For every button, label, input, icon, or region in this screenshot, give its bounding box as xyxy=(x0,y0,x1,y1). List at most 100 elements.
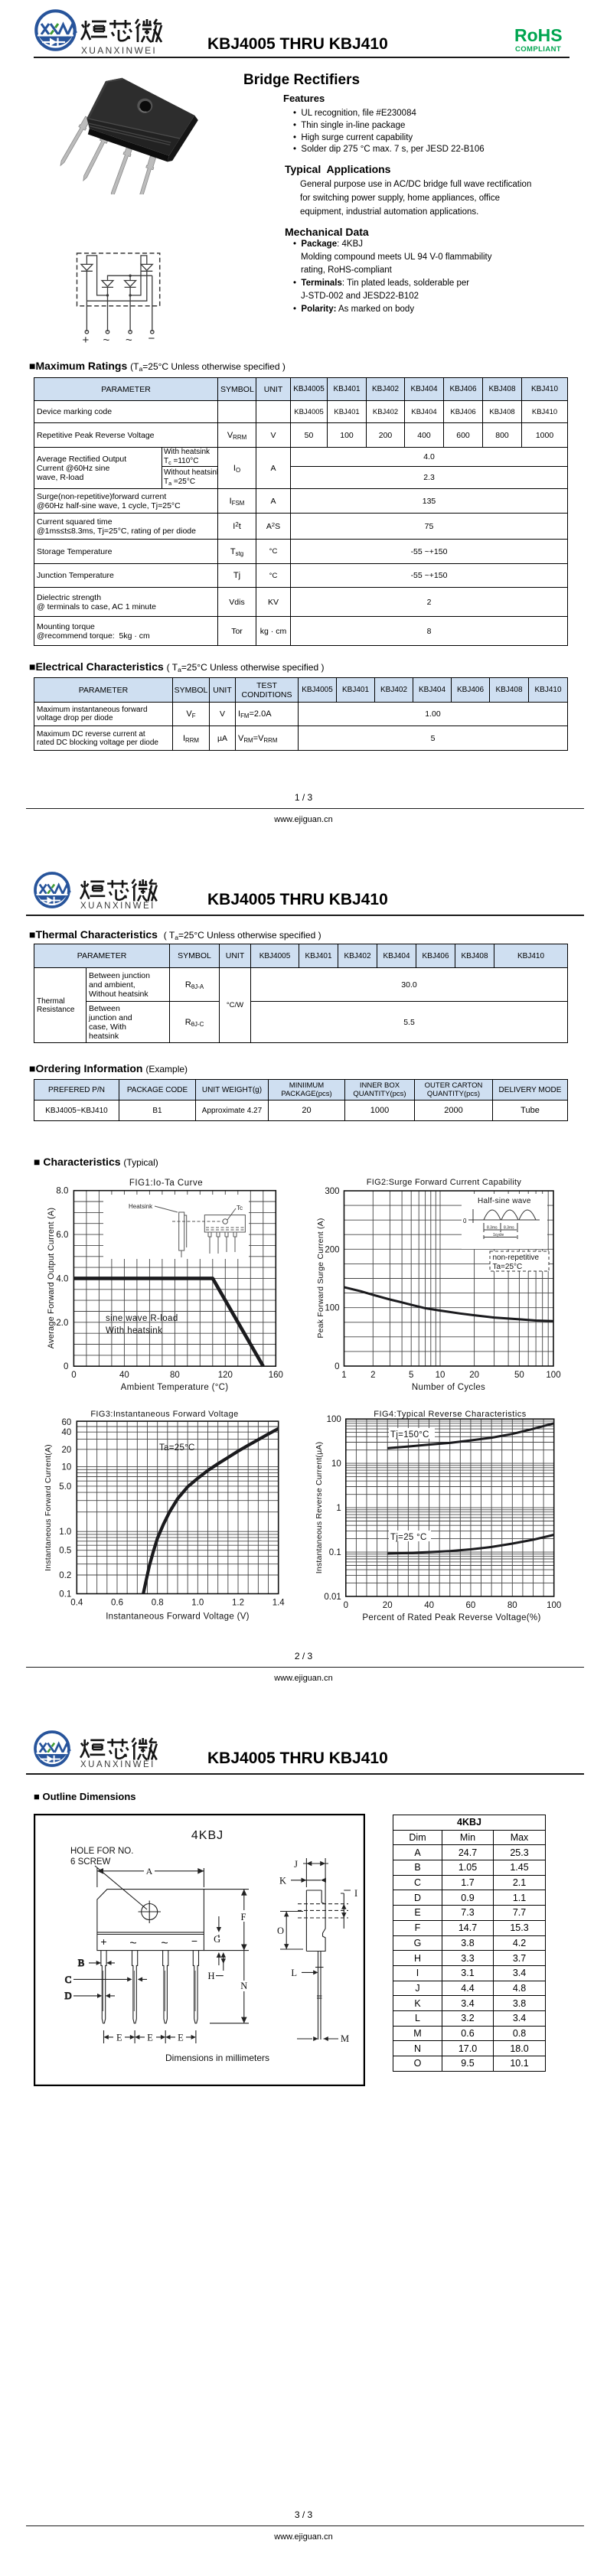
svg-text:~: ~ xyxy=(126,334,132,347)
svg-text:20: 20 xyxy=(469,1371,479,1380)
svg-text:N: N xyxy=(240,1981,247,1991)
svg-text:10: 10 xyxy=(331,1459,341,1469)
svg-text:0.1: 0.1 xyxy=(329,1548,341,1557)
svg-text:Instantaneous Forward Current(: Instantaneous Forward Current(A) xyxy=(44,1444,53,1571)
svg-text:~: ~ xyxy=(103,334,110,347)
svg-text:160: 160 xyxy=(269,1371,283,1380)
svg-text:H: H xyxy=(207,1971,214,1981)
svg-text:A: A xyxy=(146,1866,153,1877)
svg-text:6.0: 6.0 xyxy=(56,1231,68,1240)
svg-text:XUANXINWEI: XUANXINWEI xyxy=(80,1760,155,1769)
svg-text:C: C xyxy=(65,1974,71,1985)
svg-text:With heatsink: With heatsink xyxy=(106,1326,162,1335)
svg-text:Half-sine wave: Half-sine wave xyxy=(478,1197,531,1205)
svg-text:100: 100 xyxy=(325,1304,339,1313)
svg-text:1.2: 1.2 xyxy=(232,1599,244,1608)
svg-text:40: 40 xyxy=(119,1371,129,1380)
svg-text:100: 100 xyxy=(546,1371,560,1380)
svg-text:300: 300 xyxy=(325,1187,339,1196)
svg-text:J: J xyxy=(294,1859,298,1870)
svg-text:200: 200 xyxy=(325,1245,339,1254)
svg-text:B: B xyxy=(78,1958,84,1968)
svg-text:20: 20 xyxy=(62,1446,72,1455)
svg-text:6 SCREW: 6 SCREW xyxy=(70,1857,111,1867)
svg-text:10: 10 xyxy=(436,1371,445,1380)
svg-text:E: E xyxy=(116,2033,122,2043)
svg-text:~: ~ xyxy=(129,1937,136,1950)
svg-text:4KBJ: 4KBJ xyxy=(191,1829,224,1842)
svg-text:0: 0 xyxy=(335,1362,339,1371)
svg-text:FIG2:Surge Forward Current Cap: FIG2:Surge Forward Current Capability xyxy=(367,1178,522,1187)
svg-text:E: E xyxy=(178,2033,184,2043)
svg-text:L: L xyxy=(291,1968,297,1978)
svg-text:Average Forward Output Current: Average Forward Output Current (A) xyxy=(47,1208,56,1349)
svg-text:100: 100 xyxy=(547,1601,561,1610)
svg-text:−: − xyxy=(191,1935,197,1947)
svg-text:0.6: 0.6 xyxy=(111,1599,123,1608)
svg-text:80: 80 xyxy=(507,1601,517,1610)
svg-text:Instantaneous Forward Voltage: Instantaneous Forward Voltage (V) xyxy=(106,1612,250,1622)
svg-text:20: 20 xyxy=(383,1601,393,1610)
svg-text:1.4: 1.4 xyxy=(272,1599,286,1608)
svg-text:FIG3:Instantaneous Forward Vol: FIG3:Instantaneous Forward Voltage xyxy=(90,1410,238,1419)
svg-text:40: 40 xyxy=(424,1601,434,1610)
svg-text:FIG4:Typical Reverse Character: FIG4:Typical Reverse Characteristics xyxy=(374,1410,527,1419)
svg-text:XUANXINWEI: XUANXINWEI xyxy=(80,902,155,911)
svg-text:1: 1 xyxy=(336,1504,341,1513)
svg-text:M: M xyxy=(341,2033,349,2044)
svg-text:Ta=25°C: Ta=25°C xyxy=(493,1263,523,1271)
svg-text:−: − xyxy=(148,332,155,345)
svg-text:0.1: 0.1 xyxy=(59,1590,71,1599)
svg-text:0.4: 0.4 xyxy=(70,1599,83,1608)
svg-text:Ambient Temperature (°C): Ambient Temperature (°C) xyxy=(121,1383,229,1392)
svg-text:8.3ms: 8.3ms xyxy=(504,1226,514,1231)
svg-text:0.8: 0.8 xyxy=(152,1599,164,1608)
svg-text:D: D xyxy=(64,1991,71,2001)
svg-text:8.0: 8.0 xyxy=(56,1187,68,1196)
svg-text:I: I xyxy=(354,1888,357,1899)
svg-text:Percent of Rated Peak Reverse: Percent of Rated Peak Reverse Voltage(%) xyxy=(362,1613,540,1622)
svg-text:2.0: 2.0 xyxy=(56,1319,68,1328)
svg-text:10: 10 xyxy=(62,1462,72,1472)
svg-text:60: 60 xyxy=(466,1601,476,1610)
svg-text:5.0: 5.0 xyxy=(59,1482,71,1492)
svg-text:0: 0 xyxy=(463,1218,467,1224)
svg-text:50: 50 xyxy=(514,1371,524,1380)
svg-text:E: E xyxy=(147,2033,153,2043)
svg-text:1.0: 1.0 xyxy=(191,1599,204,1608)
svg-text:Instantaneous Reverse Current(: Instantaneous Reverse Current(µA) xyxy=(315,1442,324,1574)
svg-text:0.2: 0.2 xyxy=(59,1571,71,1580)
svg-text:sine wave R-load: sine wave R-load xyxy=(106,1314,178,1323)
svg-text:0: 0 xyxy=(64,1362,68,1371)
svg-text:O: O xyxy=(277,1925,284,1936)
svg-text:~: ~ xyxy=(161,1937,168,1950)
svg-text:Tc: Tc xyxy=(237,1205,243,1211)
svg-text:+: + xyxy=(83,334,90,347)
svg-text:8.3ms: 8.3ms xyxy=(487,1226,498,1231)
svg-text:0: 0 xyxy=(71,1371,76,1380)
svg-text:FIG1:Io-Ta Curve: FIG1:Io-Ta Curve xyxy=(129,1179,203,1188)
svg-text:5: 5 xyxy=(409,1371,413,1380)
svg-text:1.0: 1.0 xyxy=(59,1528,71,1537)
svg-text:non-repetitive: non-repetitive xyxy=(493,1254,540,1262)
svg-text:40: 40 xyxy=(62,1428,72,1437)
svg-text:100: 100 xyxy=(327,1415,341,1424)
svg-text:4.0: 4.0 xyxy=(56,1274,68,1283)
svg-text:60: 60 xyxy=(62,1418,72,1427)
svg-text:2: 2 xyxy=(370,1371,375,1380)
svg-text:0.01: 0.01 xyxy=(324,1593,341,1602)
svg-text:Tj=150°C: Tj=150°C xyxy=(390,1430,429,1440)
svg-text:1: 1 xyxy=(341,1371,346,1380)
svg-text:Dimensions in millimeters: Dimensions in millimeters xyxy=(165,2053,269,2063)
svg-text:0: 0 xyxy=(344,1601,348,1610)
svg-text:80: 80 xyxy=(170,1371,180,1380)
svg-text:Ta=25°C: Ta=25°C xyxy=(159,1443,195,1453)
svg-text:HOLE FOR NO.: HOLE FOR NO. xyxy=(70,1847,133,1856)
svg-text:G: G xyxy=(214,1934,220,1945)
svg-text:F: F xyxy=(241,1912,246,1922)
svg-text:K: K xyxy=(279,1876,286,1886)
svg-text:0.5: 0.5 xyxy=(59,1547,71,1556)
svg-text:1cycle: 1cycle xyxy=(493,1233,504,1237)
svg-text:Heatsink: Heatsink xyxy=(129,1203,153,1210)
svg-text:Tj=25 °C: Tj=25 °C xyxy=(390,1533,427,1542)
